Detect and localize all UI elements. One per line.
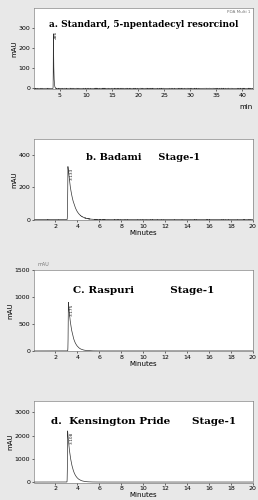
Y-axis label: mAU: mAU — [11, 171, 17, 188]
Text: d.  Kensington Pride      Stage-1: d. Kensington Pride Stage-1 — [51, 417, 236, 426]
Text: PDA Multi 1: PDA Multi 1 — [227, 10, 251, 14]
X-axis label: Minutes: Minutes — [129, 492, 157, 498]
X-axis label: Minutes: Minutes — [129, 362, 157, 368]
Text: b. Badami     Stage-1: b. Badami Stage-1 — [86, 154, 200, 162]
Y-axis label: mAU: mAU — [7, 302, 13, 319]
Y-axis label: mAU: mAU — [7, 433, 13, 450]
Text: 3.133: 3.133 — [70, 167, 74, 179]
Text: mAU: mAU — [38, 262, 50, 267]
Text: a. Standard, 5-npentadecyl resorcinol: a. Standard, 5-npentadecyl resorcinol — [49, 20, 238, 29]
Text: 3.108: 3.108 — [69, 432, 73, 444]
Text: min: min — [240, 104, 253, 110]
Text: C. Raspuri          Stage-1: C. Raspuri Stage-1 — [72, 286, 214, 295]
Y-axis label: mAU: mAU — [11, 40, 17, 57]
X-axis label: Minutes: Minutes — [129, 230, 157, 236]
Text: 286: 286 — [54, 31, 58, 39]
Text: 3.175: 3.175 — [70, 303, 74, 316]
